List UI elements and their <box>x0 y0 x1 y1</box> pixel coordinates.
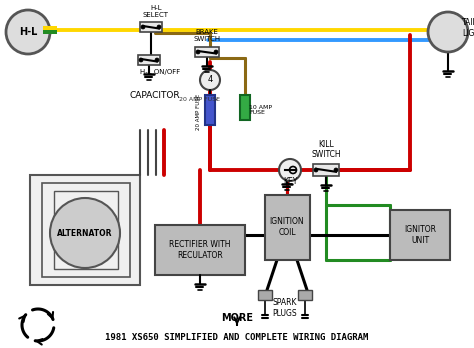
Text: RECTIFIER WITH
RECULATOR: RECTIFIER WITH RECULATOR <box>169 240 231 260</box>
Text: 4: 4 <box>207 76 213 85</box>
Text: SPARK
PLUGS: SPARK PLUGS <box>273 298 297 318</box>
Bar <box>140 22 162 32</box>
Circle shape <box>157 25 161 29</box>
Text: IGNITION
COIL: IGNITION COIL <box>270 217 304 237</box>
Bar <box>54 191 118 269</box>
Text: H-L
SELECT: H-L SELECT <box>143 5 169 18</box>
Circle shape <box>196 50 200 54</box>
Circle shape <box>50 198 120 268</box>
Bar <box>138 55 160 65</box>
Text: 20 AMP FUSE: 20 AMP FUSE <box>180 97 220 102</box>
Text: 20 AMP FUSE: 20 AMP FUSE <box>197 94 201 130</box>
Text: ALTERNATOR: ALTERNATOR <box>57 229 113 237</box>
Circle shape <box>200 70 220 90</box>
Bar <box>390 210 450 260</box>
Circle shape <box>279 159 301 181</box>
Text: MORE: MORE <box>221 313 253 323</box>
Circle shape <box>139 58 143 62</box>
Bar <box>240 95 250 120</box>
Text: BRAKE
SWITCH: BRAKE SWITCH <box>193 29 220 42</box>
Bar <box>30 175 140 285</box>
Circle shape <box>214 50 218 54</box>
Bar <box>313 164 339 176</box>
Text: 10 AMP
FUSE: 10 AMP FUSE <box>249 105 272 116</box>
Bar <box>265 195 310 260</box>
Bar <box>155 225 245 275</box>
Bar <box>195 47 219 57</box>
Circle shape <box>155 58 159 62</box>
Circle shape <box>314 168 318 172</box>
Circle shape <box>428 12 468 52</box>
Circle shape <box>334 168 338 172</box>
Text: TAIL
LIGHT: TAIL LIGHT <box>462 18 474 38</box>
Bar <box>258 290 272 300</box>
Text: IGNITOR
UNIT: IGNITOR UNIT <box>404 225 436 245</box>
Circle shape <box>6 10 50 54</box>
Text: 1981 XS650 SIMPLIFIED AND COMPLETE WIRING DIAGRAM: 1981 XS650 SIMPLIFIED AND COMPLETE WIRIN… <box>105 333 369 342</box>
Text: CAPACITOR: CAPACITOR <box>130 90 180 100</box>
Bar <box>43 26 57 30</box>
Text: H-L: H-L <box>19 27 37 37</box>
Text: H-L ON/OFF: H-L ON/OFF <box>140 69 180 75</box>
Bar <box>298 290 312 300</box>
Text: KILL
SWITCH: KILL SWITCH <box>311 140 341 159</box>
Bar <box>205 95 215 125</box>
Text: KEY: KEY <box>283 177 297 187</box>
Circle shape <box>141 25 145 29</box>
Bar <box>43 30 57 34</box>
Bar <box>42 183 130 277</box>
